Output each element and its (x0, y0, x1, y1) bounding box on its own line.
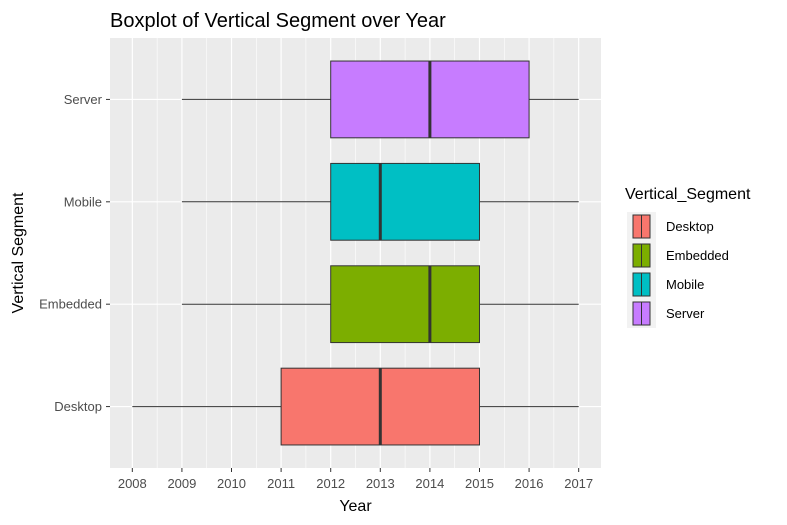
legend-label-server: Server (666, 306, 705, 321)
legend-item-server: Server (627, 299, 705, 328)
box-embedded (330, 265, 480, 344)
legend-item-desktop: Desktop (627, 212, 714, 241)
x-tick-label: 2008 (118, 476, 147, 491)
x-axis-title: Year (339, 498, 372, 515)
whiskers (132, 98, 579, 408)
legend-label-embedded: Embedded (666, 248, 729, 263)
boxes (280, 60, 530, 446)
legend-item-embedded: Embedded (627, 241, 729, 270)
legend-title: Vertical_Segment (625, 186, 751, 203)
legend-label-mobile: Mobile (666, 277, 704, 292)
x-tick-label: 2010 (217, 476, 246, 491)
x-tick-label: 2009 (167, 476, 196, 491)
y-tick-label: Mobile (64, 194, 102, 209)
x-tick-label: 2017 (564, 476, 593, 491)
y-tick-label: Embedded (39, 297, 102, 312)
legend-item-mobile: Mobile (627, 270, 704, 299)
x-tick-label: 2013 (366, 476, 395, 491)
legend-label-desktop: Desktop (666, 219, 714, 234)
chart-title: Boxplot of Vertical Segment over Year (110, 10, 446, 32)
x-tick-label: 2011 (267, 476, 295, 491)
x-tick-label: 2016 (515, 476, 544, 491)
legend: Vertical_Segment Desktop Embedded Mobile Se… (625, 186, 751, 328)
x-tick-label: 2015 (465, 476, 494, 491)
x-tick-label: 2012 (316, 476, 345, 491)
x-axis-ticks: 2008 2009 2010 2011 2012 2013 2014 2015 2016 2017 (118, 468, 593, 491)
y-tick-label: Desktop (54, 399, 102, 414)
medians (378, 61, 432, 445)
y-tick-label: Server (64, 92, 103, 107)
x-tick-label: 2014 (415, 476, 444, 491)
y-axis-title: Vertical Segment (10, 192, 27, 314)
y-axis-ticks: Desktop Embedded Mobile Server (39, 92, 110, 414)
box-mobile (330, 162, 480, 241)
